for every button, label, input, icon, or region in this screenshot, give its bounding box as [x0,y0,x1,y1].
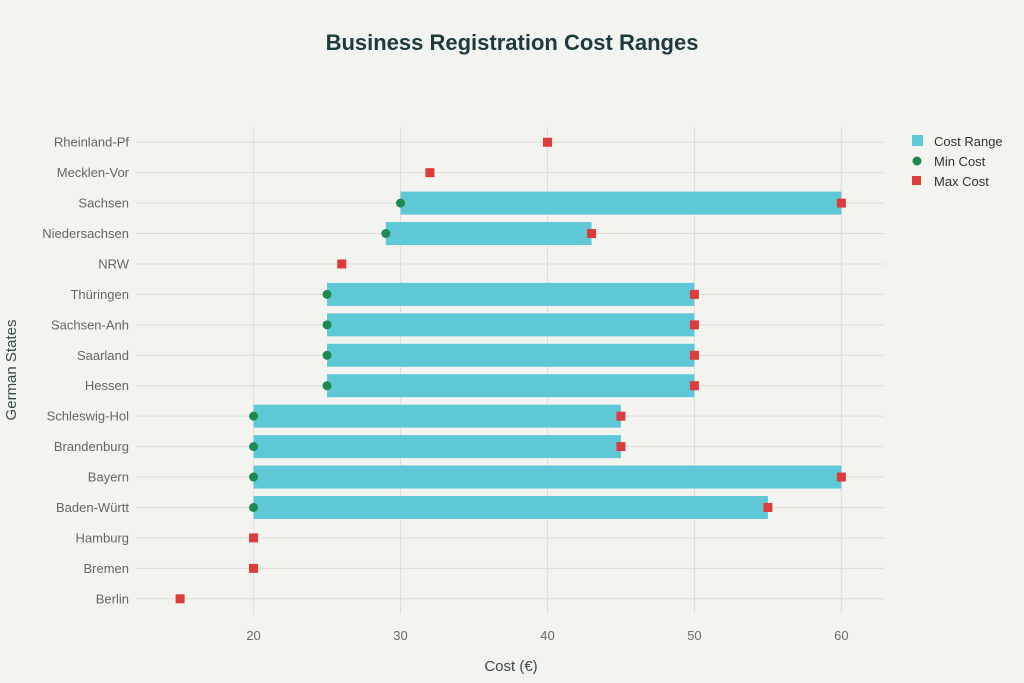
legend-label-min: Min Cost [934,154,986,169]
max-point [249,533,259,543]
max-point [616,442,626,452]
y-tick-label: NRW [98,256,130,271]
min-point [322,381,332,391]
y-ticks: Berlin Bremen Hamburg Baden-Württ Bayern Bran… [42,135,129,607]
range-bar [253,465,842,489]
min-point [396,198,406,208]
legend: Cost Range Min Cost Max Cost [912,134,1003,189]
legend-swatch-max [912,176,921,185]
min-point [322,289,332,299]
range-bar [400,191,842,215]
range-bar [253,404,621,428]
max-point [763,502,773,512]
marks [175,137,846,604]
y-tick-label: Hessen [85,378,129,393]
min-point [249,442,259,452]
y-tick-label: Baden-Württ [56,500,129,515]
max-point [836,472,846,482]
y-tick-label: Thüringen [70,287,129,302]
legend-swatch-range [912,135,923,146]
x-tick-label: 60 [834,628,848,643]
range-bar [327,282,695,306]
max-point [616,411,626,421]
y-tick-label: Saarland [77,348,129,363]
max-point [689,320,699,330]
max-point [689,289,699,299]
range-bar [327,343,695,367]
min-point [249,472,259,482]
max-point [587,229,597,239]
x-tick-label: 40 [540,628,554,643]
x-axis-label: Cost (€) [484,658,537,675]
y-tick-label: Bremen [83,561,129,576]
y-tick-label: Bayern [88,470,129,485]
y-tick-label: Sachsen-Anh [51,317,129,332]
min-point [249,502,259,512]
y-axis-label: German States [3,320,20,421]
legend-label-range: Cost Range [934,134,1003,149]
legend-label-max: Max Cost [934,174,989,189]
max-point [249,563,259,573]
range-bar [327,374,695,398]
y-tick-label: Mecklen-Vor [57,165,130,180]
y-tick-label: Niedersachsen [42,226,129,241]
y-tick-label: Hamburg [76,530,129,545]
min-point [322,320,332,330]
y-tick-label: Berlin [96,591,129,606]
legend-swatch-min [912,156,922,166]
min-point [381,229,391,239]
min-point [249,411,259,421]
max-point [337,259,347,269]
chart-title: Business Registration Cost Ranges [326,30,699,55]
max-point [425,168,435,178]
y-tick-label: Rheinland-Pf [54,135,130,150]
y-tick-label: Brandenburg [54,439,129,454]
max-point [175,594,185,604]
range-bar [253,495,768,519]
x-tick-label: 20 [246,628,260,643]
max-point [542,137,552,147]
max-point [689,381,699,391]
max-point [689,350,699,360]
max-point [836,198,846,208]
range-bar [327,313,695,337]
x-ticks: 20 30 40 50 60 [246,628,848,643]
x-tick-label: 50 [687,628,701,643]
x-tick-label: 30 [393,628,407,643]
y-tick-label: Schleswig-Hol [47,409,129,424]
range-bar [385,222,592,246]
range-bar [253,435,621,459]
min-point [322,350,332,360]
y-tick-label: Sachsen [78,196,129,211]
